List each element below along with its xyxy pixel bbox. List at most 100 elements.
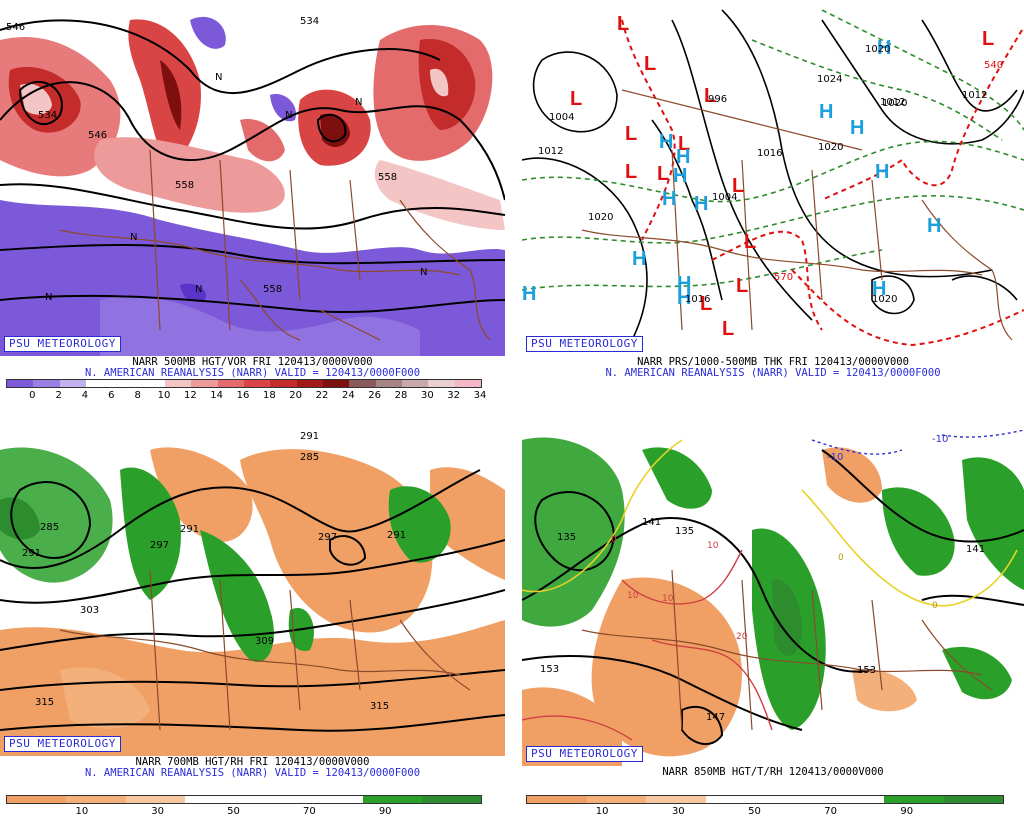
low-pressure-label: L bbox=[732, 175, 744, 197]
high-pressure-label: H bbox=[522, 283, 536, 305]
colorbar-swatch bbox=[7, 796, 67, 803]
colorbar-tick-label: 90 bbox=[900, 806, 914, 817]
panel-850mb-hgt-t-rh: 135 141 135 153 147 153 141 -10 -10 0 10… bbox=[522, 430, 1024, 819]
geo-borders bbox=[581, 569, 993, 731]
vorticity-colorbar bbox=[6, 379, 482, 388]
high-pressure-label: H bbox=[875, 161, 889, 183]
psu-logo: PSU METEOROLOGY bbox=[4, 336, 121, 352]
contour-label: 570 bbox=[774, 272, 793, 283]
colorbar-swatch bbox=[191, 380, 218, 387]
colorbar-swatch bbox=[7, 380, 34, 387]
panel-700mb-hgt-rh: 285 291 285 291 297 303 309 315 315 291 … bbox=[0, 430, 505, 819]
vort-max-label: N bbox=[45, 292, 52, 303]
map-700mb: 285 291 285 291 297 303 309 315 315 291 … bbox=[0, 430, 505, 756]
contour-label: 558 bbox=[175, 180, 194, 191]
contour-label: 1020 bbox=[872, 294, 897, 305]
high-pressure-label: H bbox=[872, 278, 886, 300]
colorbar-tick-label: 6 bbox=[108, 390, 115, 401]
psu-logo: PSU METEOROLOGY bbox=[526, 746, 643, 762]
panel-500mb-hgt-vor: N N N N N N N 546 534 534 546 558 558 55… bbox=[0, 0, 505, 405]
low-pressure-label: L bbox=[704, 85, 716, 107]
colorbar-tick-label: 26 bbox=[368, 390, 382, 401]
contour-label: 996 bbox=[708, 94, 727, 105]
height-contours bbox=[0, 19, 505, 314]
colorbar-swatch bbox=[296, 380, 323, 387]
high-pressure-label: H bbox=[677, 273, 691, 295]
contour-label: 285 bbox=[300, 452, 319, 463]
colorbar-swatch bbox=[586, 796, 646, 803]
low-pressure-label: L bbox=[678, 133, 690, 155]
colorbar-swatch bbox=[164, 380, 192, 387]
temp-0c-isotherm bbox=[522, 439, 1018, 607]
psu-logo: PSU METEOROLOGY bbox=[4, 736, 121, 752]
colorbar-tick-label: 70 bbox=[824, 806, 837, 817]
contour-label: 315 bbox=[35, 697, 54, 708]
temp-label: 20 bbox=[736, 632, 748, 642]
contour-label-group: 285 291 285 291 297 303 309 315 315 291 … bbox=[22, 431, 406, 712]
contour-label-group: 135 141 135 153 147 153 141 -10 -10 bbox=[540, 434, 985, 723]
contour-label: 558 bbox=[378, 172, 397, 183]
colorbar-swatch bbox=[421, 796, 481, 803]
colorbar-swatch bbox=[646, 796, 706, 803]
contour-label: -10 bbox=[932, 434, 948, 445]
colorbar-swatch bbox=[824, 796, 884, 803]
panel-title: NARR 500MB HGT/VOR FRI 120413/0000V000 bbox=[132, 356, 373, 368]
colorbar-swatch bbox=[125, 796, 185, 803]
colorbar-swatch bbox=[454, 380, 481, 387]
geo-borders bbox=[59, 569, 471, 731]
colorbar-swatch bbox=[244, 796, 304, 803]
contour-label: 141 bbox=[642, 517, 661, 528]
colorbar-swatch bbox=[243, 380, 271, 387]
contour-label: 135 bbox=[675, 526, 694, 537]
high-pressure-label: H bbox=[927, 215, 941, 237]
psu-logo: PSU METEOROLOGY bbox=[526, 336, 643, 352]
contour-label: 153 bbox=[540, 664, 559, 675]
colorbar-tick-label: 24 bbox=[341, 390, 355, 401]
contour-label: 285 bbox=[40, 522, 59, 533]
vort-max-label: N bbox=[420, 267, 427, 278]
colorbar-swatch bbox=[362, 796, 422, 803]
low-pressure-label: L bbox=[570, 88, 582, 110]
colorbar-swatch bbox=[401, 380, 429, 387]
colorbar-swatch bbox=[66, 796, 126, 803]
high-pressure-label: H bbox=[676, 146, 690, 168]
rh-colorbar-ticks: 10 30 50 70 90 bbox=[6, 806, 480, 818]
low-pressure-label: L bbox=[700, 293, 712, 315]
colorbar-tick-label: 70 bbox=[302, 806, 316, 817]
contour-label: 297 bbox=[318, 532, 337, 543]
colorbar-tick-label: 18 bbox=[262, 390, 276, 401]
colorbar-swatch bbox=[765, 796, 825, 803]
high-pressure-label: H bbox=[677, 287, 691, 309]
colorbar-tick-label: 0 bbox=[29, 390, 36, 401]
contour-label: 546 bbox=[88, 130, 107, 141]
vort-max-label: N bbox=[355, 97, 362, 108]
colorbar-swatch bbox=[303, 796, 363, 803]
map-mslp-svg: L L L L L L L L L L L L L L H H H H H H bbox=[522, 0, 1024, 356]
contour-label: 1020 bbox=[818, 142, 843, 153]
high-pressure-label: H bbox=[673, 165, 687, 187]
colorbar-swatch bbox=[527, 796, 587, 803]
contour-label: 1012 bbox=[880, 97, 905, 108]
colorbar-tick-label: 90 bbox=[378, 806, 392, 817]
contour-label: 558 bbox=[263, 284, 282, 295]
contour-label: 291 bbox=[180, 524, 199, 535]
colorbar-swatch bbox=[943, 796, 1003, 803]
temp-label-group: 0 10 10 10 20 0 0 bbox=[611, 535, 938, 642]
contour-label: 297 bbox=[150, 540, 169, 551]
colorbar-tick-label: 32 bbox=[447, 390, 461, 401]
colorbar-swatch bbox=[184, 796, 244, 803]
contour-label: 291 bbox=[387, 530, 406, 541]
vort-max-label: N bbox=[285, 110, 292, 121]
pressure-centers: L L L L L L L L L L L L L L H H H H H H bbox=[522, 13, 994, 340]
low-pressure-label: L bbox=[982, 28, 994, 50]
height-contours bbox=[0, 469, 505, 732]
contour-label: 135 bbox=[557, 532, 576, 543]
colorbar-tick-label: 30 bbox=[151, 806, 165, 817]
colorbar-tick-label: 10 bbox=[595, 806, 609, 817]
colorbar-swatch bbox=[322, 380, 350, 387]
colorbar-tick-label: 10 bbox=[157, 390, 171, 401]
temp-label: 10 bbox=[627, 591, 639, 601]
rh-fill bbox=[0, 447, 505, 756]
contour-label: 1004 bbox=[712, 192, 737, 203]
contour-label: 309 bbox=[255, 636, 274, 647]
